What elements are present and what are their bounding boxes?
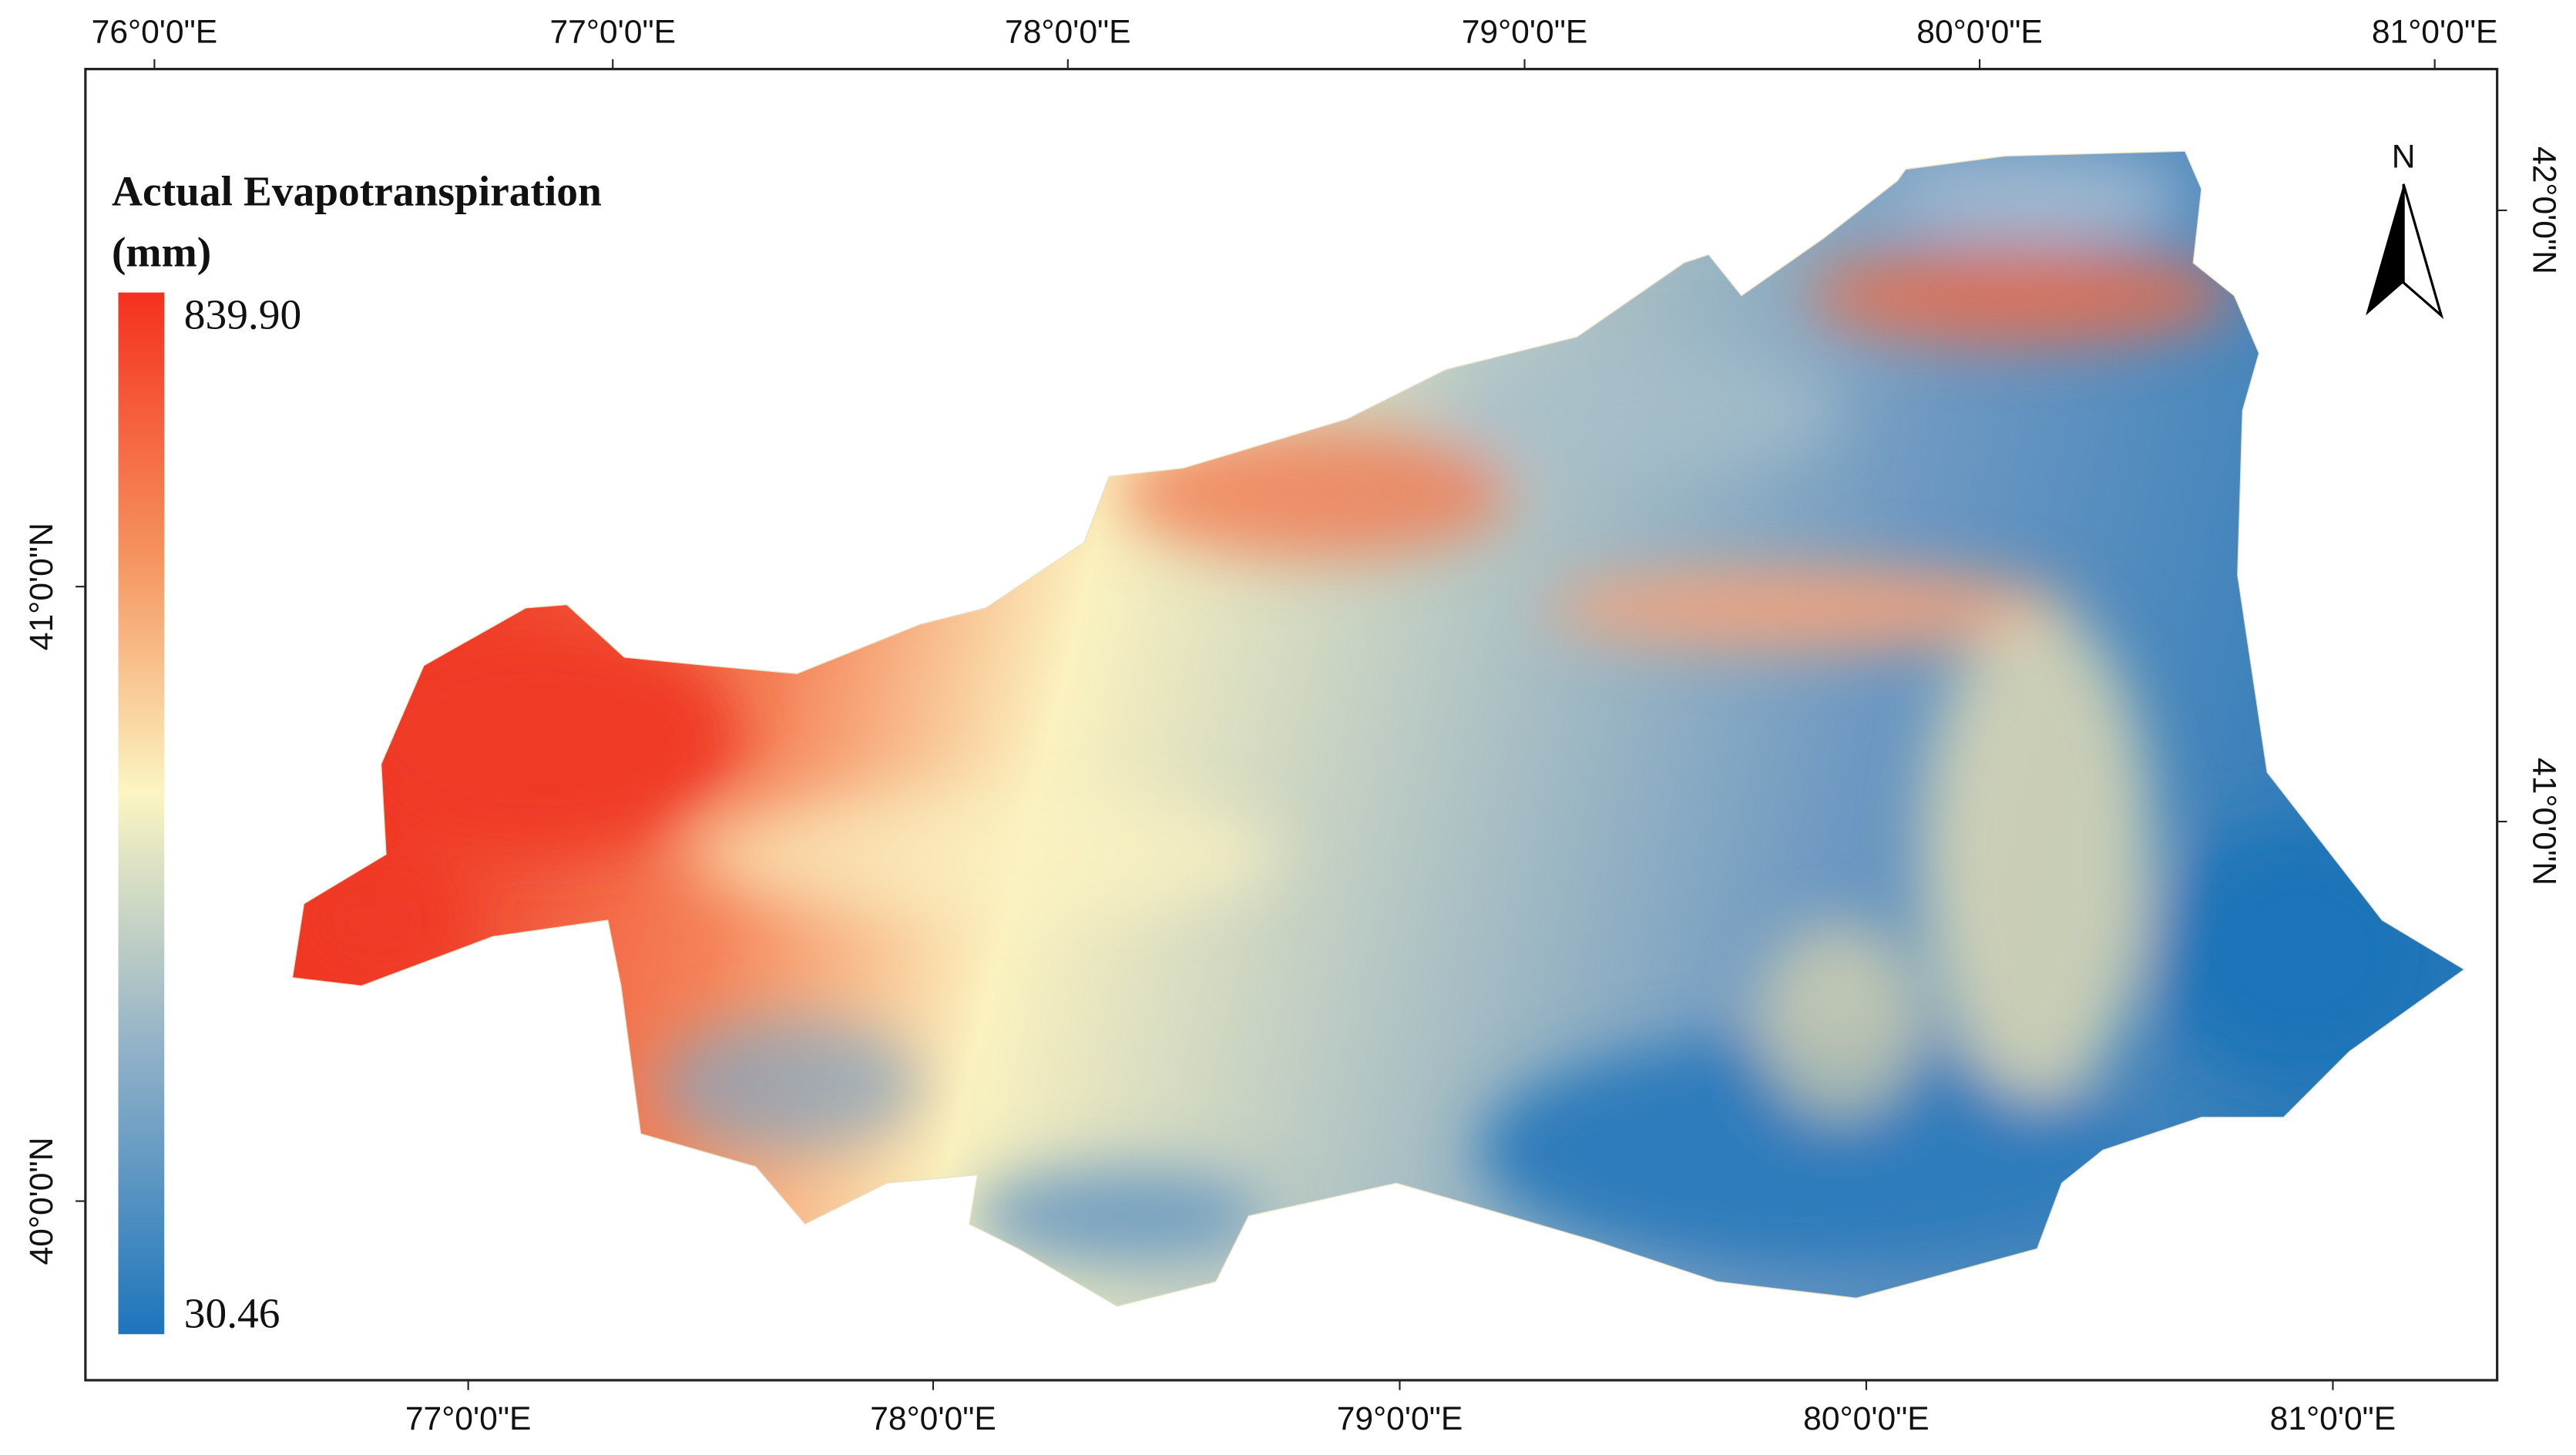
bottom-lon-label: 81°0'0"E	[2270, 1400, 2396, 1437]
raster-detail	[292, 156, 2448, 1265]
bottom-lon-label: 77°0'0"E	[405, 1400, 532, 1437]
top-lon-label: 80°0'0"E	[1916, 13, 2043, 50]
top-lon-label: 78°0'0"E	[1005, 13, 1131, 50]
legend-title: Actual Evapotranspiration	[112, 168, 602, 215]
legend-min: 30.46	[184, 1290, 280, 1337]
bottom-lon-label: 79°0'0"E	[1337, 1400, 1463, 1437]
top-lon-label: 77°0'0"E	[549, 13, 676, 50]
bottom-lon-label: 80°0'0"E	[1803, 1400, 1929, 1437]
legend-color-bar	[118, 292, 165, 1335]
top-lon-label: 81°0'0"E	[2372, 13, 2498, 50]
graticule-labels: 76°0'0"E 77°0'0"E 78°0'0"E 79°0'0"E 80°0'0"E…	[23, 13, 2562, 1437]
top-lon-label: 79°0'0"E	[1462, 13, 1588, 50]
legend-unit: (mm)	[112, 228, 211, 275]
right-lat-label: 41°0'0"N	[2526, 758, 2563, 885]
left-lat-label: 41°0'0"N	[23, 523, 60, 650]
bottom-lon-label: 78°0'0"E	[870, 1400, 996, 1437]
north-label: N	[2392, 139, 2416, 176]
legend-max: 839.90	[184, 291, 301, 338]
left-lat-label: 40°0'0"N	[23, 1137, 60, 1265]
north-arrow-right	[2402, 183, 2444, 320]
top-lon-label: 76°0'0"E	[92, 13, 218, 50]
right-lat-label: 42°0'0"N	[2526, 146, 2563, 274]
